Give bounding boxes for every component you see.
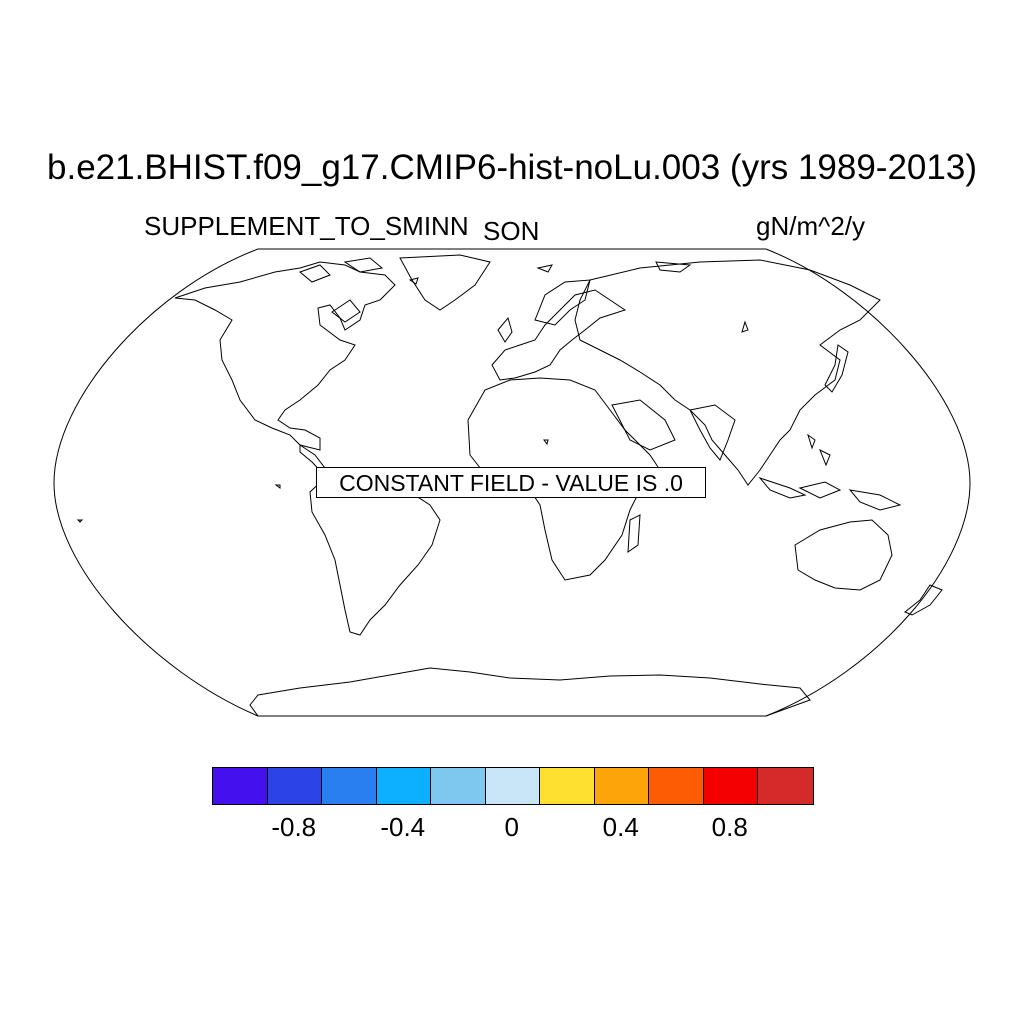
colorbar-swatch [431, 768, 486, 804]
colorbar-swatch [267, 768, 322, 804]
colorbar-tick-label: -0.8 [271, 812, 317, 842]
variable-label: SUPPLEMENT_TO_SMINN [144, 211, 469, 241]
colorbar-tick-label: 0 [504, 812, 519, 842]
coastline-india [689, 404, 736, 461]
plot-title: b.e21.BHIST.f09_g17.CMIP6-hist-noLu.003 … [47, 148, 977, 187]
constant-field-notice: CONSTANT FIELD - VALUE IS .0 [316, 467, 706, 498]
colorbar-swatch [213, 768, 268, 804]
colorbar-swatch [703, 768, 758, 804]
coastline-antarctica [249, 667, 811, 717]
colorbar-swatch [594, 768, 649, 804]
colorbar-swatch [322, 768, 377, 804]
colorbar-tick-label: -0.4 [380, 812, 426, 842]
colorbar-swatch [485, 768, 540, 804]
colorbar-swatch [376, 768, 431, 804]
colorbar-swatch [758, 768, 813, 804]
coastline-new-zealand [904, 584, 943, 616]
colorbar-swatch [540, 768, 595, 804]
coastline-japan [824, 344, 849, 393]
coastline-arabia [611, 399, 676, 451]
season-label: SON [483, 216, 540, 246]
colorbar-tick-label: 0.8 [711, 812, 748, 842]
coastline-britain [497, 316, 513, 343]
coastline-australia [794, 519, 893, 591]
coastline-madagascar [627, 514, 641, 554]
coastline-north-america [174, 261, 396, 451]
colorbar [212, 767, 814, 805]
coastlines [76, 254, 943, 717]
coastline-asia [574, 259, 881, 486]
colorbar-swatch [649, 768, 704, 804]
coastline-europe [491, 289, 627, 381]
colorbar-tick-label: 0.4 [602, 812, 639, 842]
units-label: gN/m^2/y [756, 211, 866, 241]
coastline-greenland [399, 254, 491, 311]
coastline-scandinavia [534, 279, 591, 326]
